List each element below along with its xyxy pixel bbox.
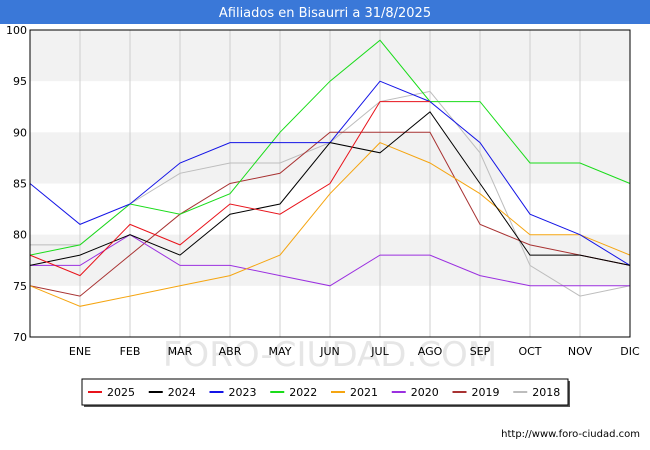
x-tick-label: FEB [120,345,141,358]
series-line-2025 [29,101,430,277]
legend-label-2020: 2020 [411,386,439,399]
x-tick-label: JUL [370,345,389,358]
series-line-2021 [29,142,631,307]
x-tick-label: JUN [319,345,340,358]
y-tick-label: 85 [13,178,27,191]
watermark: FORO-CIUDAD.COM [163,335,497,375]
x-tick-label: OCT [518,345,541,358]
legend-label-2021: 2021 [350,386,378,399]
series-layer [29,39,631,307]
title-bar [0,0,650,24]
y-tick-label: 80 [13,229,27,242]
series-line-2024 [29,111,631,266]
x-tick-label: DIC [620,345,640,358]
y-tick-label: 95 [13,75,27,88]
legend: 2025 2024 2023 2022 2021 2020 2019 2018 [81,378,570,407]
x-tick-label: MAY [269,345,292,358]
legend-label-2019: 2019 [472,386,500,399]
legend-label-2022: 2022 [289,386,317,399]
y-tick-label: 75 [13,280,27,293]
legend-label-2024: 2024 [168,386,196,399]
x-tick-label: SEP [470,345,491,358]
plot-frame [29,29,631,338]
footer-url[interactable]: http://www.foro-ciudad.com [501,429,640,440]
chart-title: Afiliados en Bisaurri a 31/8/2025 [219,6,431,21]
x-tick-label: AGO [418,345,443,358]
y-axis: 70 75 80 85 90 95 100 [6,24,27,344]
legend-label-2025: 2025 [107,386,135,399]
x-tick-label: MAR [168,345,193,358]
legend-label-2018: 2018 [532,386,560,399]
x-tick-label: NOV [568,345,593,358]
legend-box [81,378,569,406]
x-tick-label: ABR [219,345,242,358]
series-line-2019 [29,131,631,297]
y-tick-label: 70 [13,331,27,344]
y-tick-label: 100 [6,24,27,37]
x-axis: ENE FEB MAR ABR MAY JUN JUL AGO SEP OCT NOV DIC [69,345,640,358]
x-tick-label: ENE [69,345,91,358]
y-tick-label: 90 [13,126,27,139]
legend-label-2023: 2023 [229,386,257,399]
